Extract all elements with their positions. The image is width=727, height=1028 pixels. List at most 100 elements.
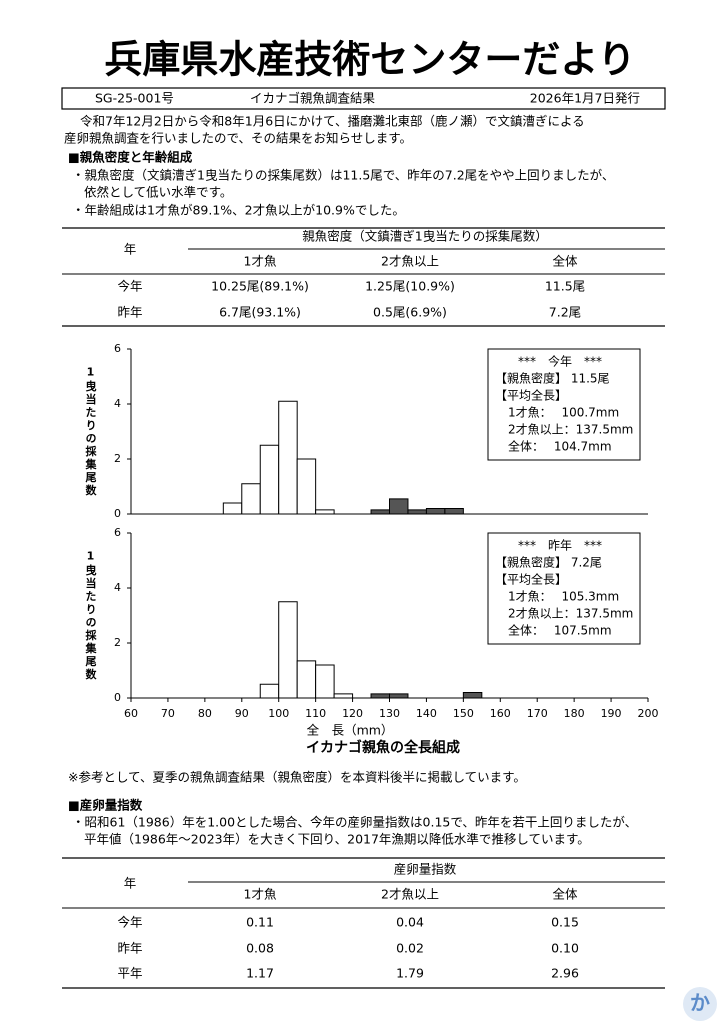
x-tick-label: 110	[305, 707, 326, 720]
annotation-box	[487, 348, 641, 461]
histogram-bar	[315, 509, 335, 515]
header-box	[61, 87, 666, 110]
bullet: ・昭和61（1986）年を1.00とした場合、今年の産卵量指数は0.15で、昨年…	[72, 815, 637, 830]
x-tick-label: 170	[527, 707, 548, 720]
histogram-bar	[278, 601, 298, 699]
annotation: *** 昨年 ***	[518, 539, 602, 553]
bullet: 依然として低い水準です。	[84, 185, 232, 200]
column-header: 1才魚	[244, 254, 277, 269]
histogram-bar	[407, 509, 427, 515]
table-cell: 6.7尾(93.1%)	[219, 305, 301, 320]
y-tick-label: 0	[114, 507, 121, 520]
annotation: 全体： 107.5mm	[508, 623, 612, 638]
x-tick-label: 70	[161, 707, 175, 720]
bullet: 平年値（1986年～2023年）を大きく下回り、2017年漁期以降低水準で推移し…	[84, 832, 590, 847]
y-tick-label: 6	[114, 342, 121, 355]
x-tick-label: 200	[638, 707, 659, 720]
histogram-bar	[315, 664, 335, 699]
table-cell: 0.11	[246, 915, 274, 930]
y-axis-label: 1曳当たりの採集尾数	[84, 550, 98, 682]
y-tick-label: 4	[114, 397, 121, 410]
table-cell: 昨年	[117, 305, 142, 320]
logo-mark: か	[690, 991, 710, 1015]
annotation: 2才魚以上：137.5mm	[508, 423, 633, 437]
y-tick-label: 2	[114, 452, 121, 465]
x-tick-label: 180	[564, 707, 585, 720]
section-heading: ■親魚密度と年齢組成	[68, 150, 193, 165]
note: ※参考として、夏季の親魚調査結果（親魚密度）を本資料後半に掲載しています。	[68, 770, 526, 785]
doc-subject: イカナゴ親魚調査結果	[250, 91, 376, 106]
doc-id: SG-25-001号	[95, 91, 174, 106]
x-tick-label: 60	[124, 707, 138, 720]
histogram-bar	[222, 502, 243, 515]
table-cell: 1.79	[396, 966, 424, 981]
histogram-bar	[333, 693, 354, 699]
x-axis-label: 全 長（mm）	[307, 723, 394, 738]
annotation: *** 今年 ***	[518, 354, 602, 369]
annotation: 全体： 104.7mm	[508, 439, 612, 454]
table-cell: 1.25尾(10.9%)	[365, 279, 455, 294]
x-tick-label: 80	[198, 707, 212, 720]
histogram-bar	[259, 444, 280, 515]
annotation: 【平均全長】	[495, 572, 567, 587]
table-cell: 11.5尾	[545, 279, 585, 294]
histogram-bar	[425, 508, 446, 515]
bullet: ・親魚密度（文鎮漕ぎ1曳当たりの採集尾数）は11.5尾で、昨年の7.2尾をやや上…	[72, 168, 614, 183]
histogram-bar	[462, 692, 483, 699]
table-cell: 0.02	[396, 941, 424, 956]
x-tick-label: 190	[601, 707, 622, 720]
doc-date: 2026年1月7日発行	[530, 91, 640, 106]
bullet: ・年齢組成は1才魚が89.1%、2才魚以上が10.9%でした。	[72, 203, 405, 218]
histogram-bar	[296, 458, 317, 515]
histogram-bar	[296, 660, 317, 699]
annotation-box	[487, 532, 641, 645]
x-tick-label: 120	[342, 707, 363, 720]
x-tick-label: 100	[268, 707, 289, 720]
table-cell: 0.08	[246, 941, 274, 956]
table-cell: 0.15	[551, 915, 579, 930]
table-cell: 0.04	[396, 915, 424, 930]
intro-line: 令和7年12月2日から令和8年1月6日にかけて、播磨灘北東部（鹿ノ瀬）で文鎮漕ぎ…	[80, 114, 585, 129]
y-tick-label: 4	[114, 581, 121, 594]
column-header: 1才魚	[244, 887, 277, 902]
x-tick-label: 130	[379, 707, 400, 720]
y-tick-label: 6	[114, 526, 121, 539]
histogram-bar	[241, 483, 261, 515]
page-title: 兵庫県水産技術センターだより	[104, 38, 635, 82]
table-header: 親魚密度（文鎮漕ぎ1曳当たりの採集尾数）	[302, 229, 547, 244]
column-header: 全体	[552, 887, 578, 902]
table-cell: 今年	[117, 915, 142, 930]
annotation: 【親魚密度】 7.2尾	[495, 555, 602, 570]
y-axis-label: 1曳当たりの採集尾数	[84, 366, 98, 498]
histogram-bar	[259, 683, 280, 699]
histogram-bar	[278, 400, 298, 515]
table-cell: 0.10	[551, 941, 579, 956]
y-tick-label: 0	[114, 691, 121, 704]
histogram-bar	[389, 693, 409, 699]
table-cell: 今年	[117, 279, 142, 294]
intro-line: 産卵親魚調査を行いましたので、その結果をお知らせします。	[64, 131, 412, 146]
table-cell: 平年	[117, 966, 142, 981]
annotation: 【平均全長】	[495, 388, 567, 403]
column-header: 2才魚以上	[381, 887, 439, 902]
x-tick-label: 140	[416, 707, 437, 720]
column-header: 2才魚以上	[381, 254, 439, 269]
table-header: 年	[124, 242, 137, 257]
table-cell: 10.25尾(89.1%)	[211, 279, 309, 294]
x-tick-label: 150	[453, 707, 474, 720]
section-heading: ■産卵量指数	[68, 798, 143, 813]
table-cell: 昨年	[117, 941, 142, 956]
table-cell: 1.17	[246, 966, 274, 981]
y-tick-label: 2	[114, 636, 121, 649]
table-cell: 2.96	[551, 966, 579, 981]
annotation: 1才魚： 105.3mm	[508, 590, 619, 604]
table-header: 年	[124, 876, 137, 891]
table-header: 産卵量指数	[394, 862, 457, 877]
chart-title: イカナゴ親魚の全長組成	[306, 739, 460, 756]
histogram-bar	[370, 693, 390, 699]
annotation: 【親魚密度】 11.5尾	[495, 371, 610, 386]
column-header: 全体	[552, 254, 578, 269]
histogram-bar	[370, 509, 390, 515]
table-cell: 0.5尾(6.9%)	[373, 305, 447, 320]
